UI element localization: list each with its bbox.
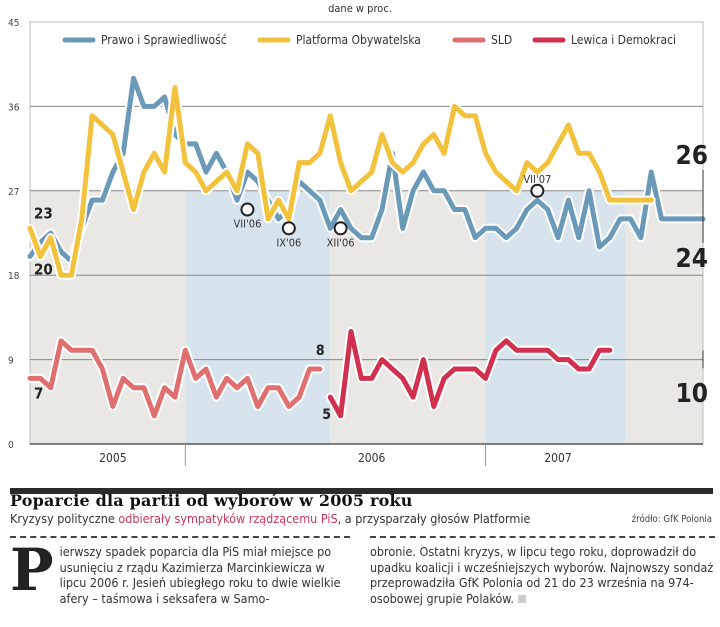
unit-note: dane w proc.	[328, 2, 392, 15]
x-tick-label: 2005	[99, 451, 126, 465]
article-deck: Kryzysy polityczne odbierały sympatyków …	[10, 511, 530, 526]
source-note: źródło: GfK Polonia	[631, 514, 712, 525]
drop-cap: P	[10, 536, 54, 604]
start-label-lid: 5	[322, 407, 331, 423]
article-title: Poparcie dla partii od wyborów w 2005 ro…	[10, 491, 413, 510]
annotation-label: XII'06	[327, 236, 355, 249]
annotation-marker	[333, 221, 348, 236]
column-2-text: obronie. Ostatni kryzys, w lipcu tego ro…	[370, 544, 714, 606]
annotation-marker	[530, 183, 545, 198]
annotation-label: VII'06	[233, 218, 261, 231]
column-divider-1	[10, 536, 350, 538]
annotation-label: IX'06	[276, 236, 301, 249]
end-mark-icon	[517, 595, 526, 603]
legend-label: Prawo i Sprawiedliwość	[101, 33, 227, 47]
deck-highlight: odbierały sympatyków rządzącemu PiS	[118, 511, 338, 526]
y-tick-label: 36	[8, 102, 20, 113]
article-column-2: obronie. Ostatni kryzys, w lipcu tego ro…	[370, 544, 715, 606]
y-tick-label: 27	[8, 187, 19, 198]
legend-label: Platforma Obywatelska	[296, 33, 421, 47]
y-tick-label: 9	[8, 356, 14, 367]
annotation-marker	[281, 221, 296, 236]
end-label-lid: 10	[675, 379, 708, 409]
end-label-pis: 24	[675, 244, 708, 274]
title-rule	[10, 488, 713, 494]
y-tick-label: 0	[8, 440, 14, 451]
end-label-sld: 8	[316, 343, 325, 359]
column-1-text: ierwszy spadek poparcia dla PiS miał mie…	[59, 544, 341, 606]
column-divider-2	[370, 536, 715, 538]
series-line-prawo-i-sprawiedliwo-	[27, 75, 706, 264]
annotation-marker	[240, 202, 255, 217]
line-chart: 0 9 18 27 36 45 2005 2006 2007 VII'06 IX'06 XII'06 V…	[8, 18, 708, 466]
series-line-lewica-i-demokraci	[327, 328, 613, 419]
y-tick-label: 18	[8, 271, 20, 282]
deck-text-2: , a przysparzały głosów Platformie	[337, 511, 531, 526]
y-tick-label: 45	[8, 18, 19, 29]
start-label-sld: 7	[34, 384, 43, 402]
start-label-po: 23	[34, 204, 53, 222]
x-tick-label: 2006	[358, 451, 386, 465]
start-label-pis: 20	[34, 260, 53, 278]
end-label-po: 26	[675, 141, 708, 171]
legend-label: SLD	[491, 33, 512, 47]
legend-label: Lewica i Demokraci	[571, 33, 676, 47]
deck-text-1: Kryzysy polityczne	[10, 511, 119, 526]
x-tick-label: 2007	[544, 451, 571, 465]
annotation-label: VII'07	[523, 173, 551, 186]
